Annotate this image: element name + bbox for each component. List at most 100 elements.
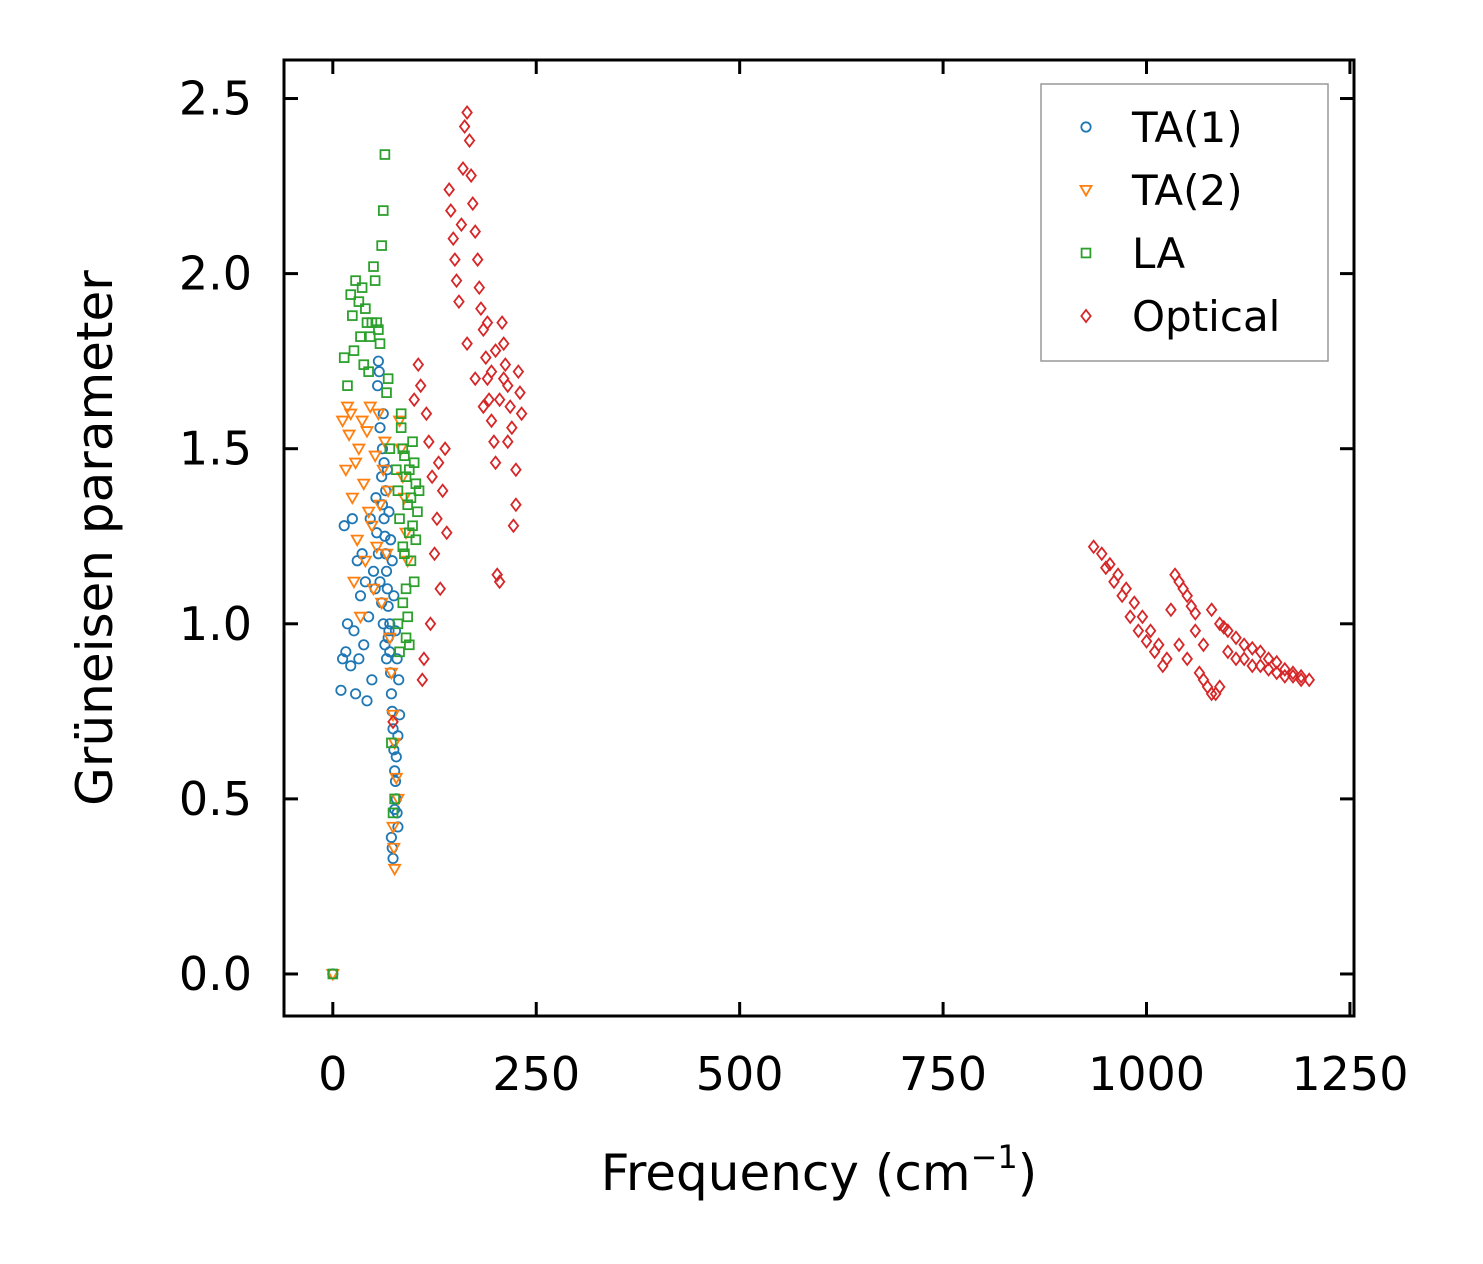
data-point	[461, 105, 473, 121]
data-point	[477, 322, 490, 338]
data-point	[1205, 686, 1218, 702]
data-point	[380, 653, 393, 665]
data-point	[434, 581, 447, 597]
data-point	[1222, 623, 1234, 639]
data-point	[371, 380, 384, 392]
data-point	[338, 352, 350, 363]
data-point	[1270, 654, 1283, 670]
data-point	[376, 240, 387, 251]
data-point	[420, 406, 433, 422]
data-point	[1152, 637, 1165, 653]
data-point	[416, 672, 429, 688]
data-point	[1189, 623, 1202, 639]
data-point	[373, 324, 384, 335]
data-point	[346, 576, 362, 590]
data-point	[428, 546, 441, 562]
data-point	[335, 684, 347, 696]
axes-frame	[282, 58, 1356, 1018]
data-point	[390, 751, 402, 763]
x-tick-label: 1000	[1088, 1047, 1205, 1101]
data-point	[389, 772, 404, 786]
data-point	[1108, 574, 1120, 590]
data-point	[387, 852, 399, 864]
data-point	[366, 674, 378, 686]
data-point	[402, 499, 413, 511]
data-point	[466, 196, 479, 212]
data-point	[387, 807, 399, 819]
data-point	[402, 611, 413, 623]
data-point	[471, 252, 484, 268]
data-point	[353, 296, 365, 307]
data-point	[1165, 602, 1177, 618]
data-point	[1144, 623, 1157, 639]
y-tick-label: 1.0	[179, 597, 252, 651]
data-point	[368, 450, 383, 464]
data-point	[342, 380, 353, 391]
data-point	[1156, 658, 1169, 674]
data-point	[345, 289, 357, 300]
data-point	[1303, 672, 1316, 688]
data-point	[1197, 637, 1210, 653]
data-point	[341, 618, 354, 630]
data-point	[377, 436, 392, 450]
data-point	[389, 765, 401, 777]
data-point	[385, 534, 397, 546]
data-point	[483, 392, 495, 408]
data-point	[493, 574, 506, 590]
data-point	[1161, 651, 1173, 667]
data-point	[371, 527, 383, 539]
data-point	[400, 583, 412, 595]
data-point	[358, 555, 373, 569]
data-point	[347, 310, 358, 321]
data-point	[501, 378, 514, 394]
data-point	[399, 548, 410, 560]
data-point	[1136, 609, 1149, 625]
data-point	[412, 506, 423, 518]
data-point	[393, 674, 405, 686]
data-point	[447, 231, 460, 247]
data-point	[392, 415, 407, 429]
data-point	[455, 217, 468, 233]
data-point	[493, 392, 506, 408]
data-point	[363, 366, 374, 377]
data-point	[380, 565, 393, 577]
data-point	[387, 863, 402, 877]
data-point	[1254, 644, 1267, 660]
data-point	[376, 464, 391, 478]
data-point	[481, 315, 494, 331]
data-point	[410, 478, 422, 490]
data-point	[405, 555, 417, 567]
data-point	[1295, 668, 1307, 684]
data-point	[491, 567, 503, 583]
data-point	[469, 371, 482, 387]
data-point	[340, 401, 355, 414]
data-point	[1124, 609, 1137, 625]
data-point	[374, 576, 386, 588]
x-axis-label: Frequency (cm−1)	[601, 1138, 1038, 1202]
data-point	[360, 303, 371, 314]
series-ta-2-	[325, 401, 415, 982]
legend-marker	[1080, 247, 1092, 259]
data-point	[338, 464, 353, 478]
data-point	[374, 597, 389, 611]
data-point	[366, 583, 381, 597]
data-point	[512, 364, 525, 380]
data-point	[383, 506, 395, 518]
data-point	[359, 576, 371, 588]
data-point	[450, 273, 463, 289]
data-point	[361, 695, 373, 707]
data-point	[1120, 581, 1132, 597]
data-point	[345, 660, 357, 672]
data-point	[1193, 665, 1206, 681]
legend-label: Optical	[1132, 292, 1280, 341]
data-point	[1295, 672, 1307, 688]
x-axis-label-main: Frequency (cm	[601, 1144, 971, 1202]
data-point	[392, 730, 404, 742]
data-point	[381, 387, 392, 398]
data-point	[395, 408, 407, 419]
data-point	[436, 483, 449, 499]
data-point	[374, 338, 386, 349]
data-point	[378, 457, 390, 469]
data-point	[400, 632, 412, 644]
